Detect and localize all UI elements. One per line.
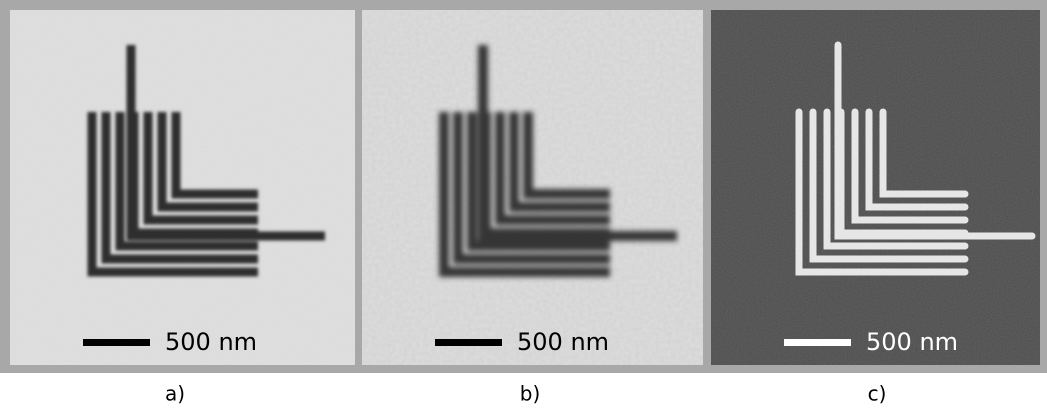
l-line [509, 112, 610, 212]
scale-bar [784, 339, 851, 346]
l-line [823, 108, 969, 250]
caption: a) [165, 382, 185, 406]
panel: 500 nm a) [10, 10, 355, 406]
caption: b) [520, 382, 541, 406]
l-line [171, 112, 258, 199]
scale-bar [83, 339, 150, 346]
panel-texture [10, 10, 355, 365]
long-line [478, 45, 677, 241]
l-line [87, 112, 258, 277]
l-line [101, 112, 258, 264]
scale-label: 500 nm [517, 328, 609, 356]
scale-label: 500 nm [866, 328, 958, 356]
l-line [439, 112, 610, 277]
panel: 500 nm c) [711, 10, 1040, 406]
long-line [126, 45, 325, 241]
l-line [809, 108, 969, 263]
l-line [865, 108, 969, 211]
l-line [453, 112, 610, 264]
panel: 500 nm b) [362, 10, 703, 406]
l-line [879, 108, 969, 198]
nanostructure [795, 41, 1036, 276]
l-line [495, 112, 610, 225]
l-line [467, 112, 610, 251]
scale-bar [435, 339, 502, 346]
l-line [523, 112, 610, 199]
l-line [795, 108, 969, 276]
l-line [115, 112, 258, 251]
l-line [157, 112, 258, 212]
caption: c) [868, 382, 887, 406]
scale-label: 500 nm [165, 328, 257, 356]
panel-texture [711, 10, 1040, 365]
nanostructure [439, 45, 677, 277]
long-line [834, 41, 1036, 240]
l-line [143, 112, 258, 225]
l-line [851, 108, 969, 224]
nanostructure [87, 45, 325, 277]
